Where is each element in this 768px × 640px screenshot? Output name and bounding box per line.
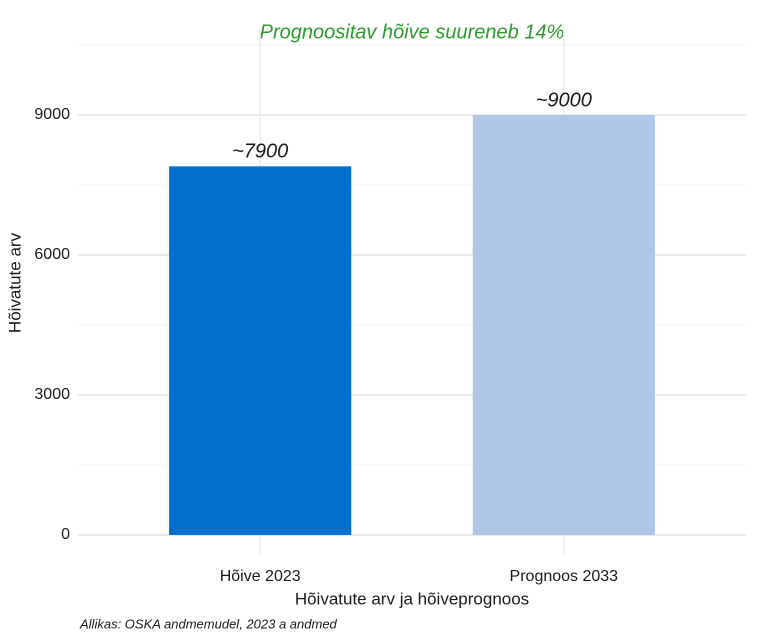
x-tick-label: Prognoos 2033 xyxy=(510,568,619,585)
y-tick-label: 6000 xyxy=(34,246,70,263)
y-tick-label: 3000 xyxy=(34,386,70,403)
caption: Allikas: OSKA andmemudel, 2023 a andmed xyxy=(79,616,338,631)
value-label: ~7900 xyxy=(232,141,288,163)
bar xyxy=(169,166,352,536)
y-tick-label: 9000 xyxy=(34,106,70,123)
bar xyxy=(472,115,655,535)
value-label: ~9000 xyxy=(536,89,592,111)
chart-title: Prognoositav hõive suureneb 14% xyxy=(260,21,565,43)
x-axis-label: Hõivatute arv ja hõiveprognoos xyxy=(295,589,529,608)
x-tick-label: Hõive 2023 xyxy=(220,568,301,585)
y-tick-label: 0 xyxy=(61,526,70,543)
y-axis-label: Hõivatute arv xyxy=(5,232,24,333)
